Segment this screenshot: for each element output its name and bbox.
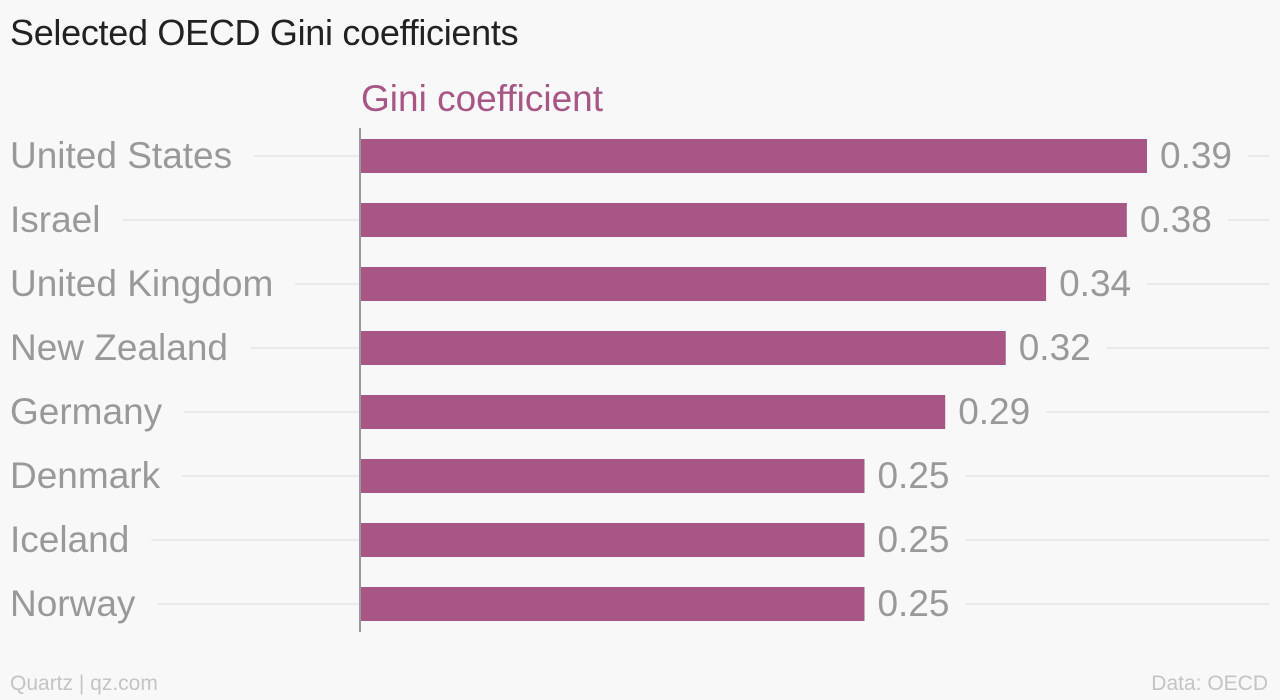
category-label: Norway [10, 583, 136, 624]
value-label: 0.25 [877, 519, 949, 560]
value-label: 0.25 [877, 583, 949, 624]
series-label: Gini coefficient [361, 78, 604, 119]
footer-source-left: Quartz | qz.com [10, 672, 158, 695]
value-label: 0.32 [1019, 327, 1091, 368]
value-label: 0.25 [877, 455, 949, 496]
bar [360, 267, 1047, 301]
chart-title: Selected OECD Gini coefficients [10, 12, 519, 53]
category-label: Iceland [10, 519, 129, 560]
value-label: 0.29 [958, 391, 1030, 432]
value-label: 0.39 [1160, 135, 1232, 176]
bars [360, 139, 1147, 621]
footer-source-right: Data: OECD [1151, 672, 1268, 695]
value-label: 0.34 [1059, 263, 1131, 304]
bar [360, 331, 1006, 365]
bar [360, 203, 1127, 237]
bar [360, 139, 1147, 173]
value-label: 0.38 [1140, 199, 1212, 240]
category-label: Israel [10, 199, 100, 240]
category-label: United States [10, 135, 232, 176]
bar [360, 523, 865, 557]
bar [360, 587, 865, 621]
category-label: Denmark [10, 455, 161, 496]
category-label: Germany [10, 391, 163, 432]
category-label: New Zealand [10, 327, 228, 368]
labels: United States 0.39 Israel 0.38 United Kingdo… [10, 135, 1232, 624]
bar [360, 459, 865, 493]
category-label: United Kingdom [10, 263, 273, 304]
bar [360, 395, 946, 429]
gridlines [122, 155, 1270, 605]
